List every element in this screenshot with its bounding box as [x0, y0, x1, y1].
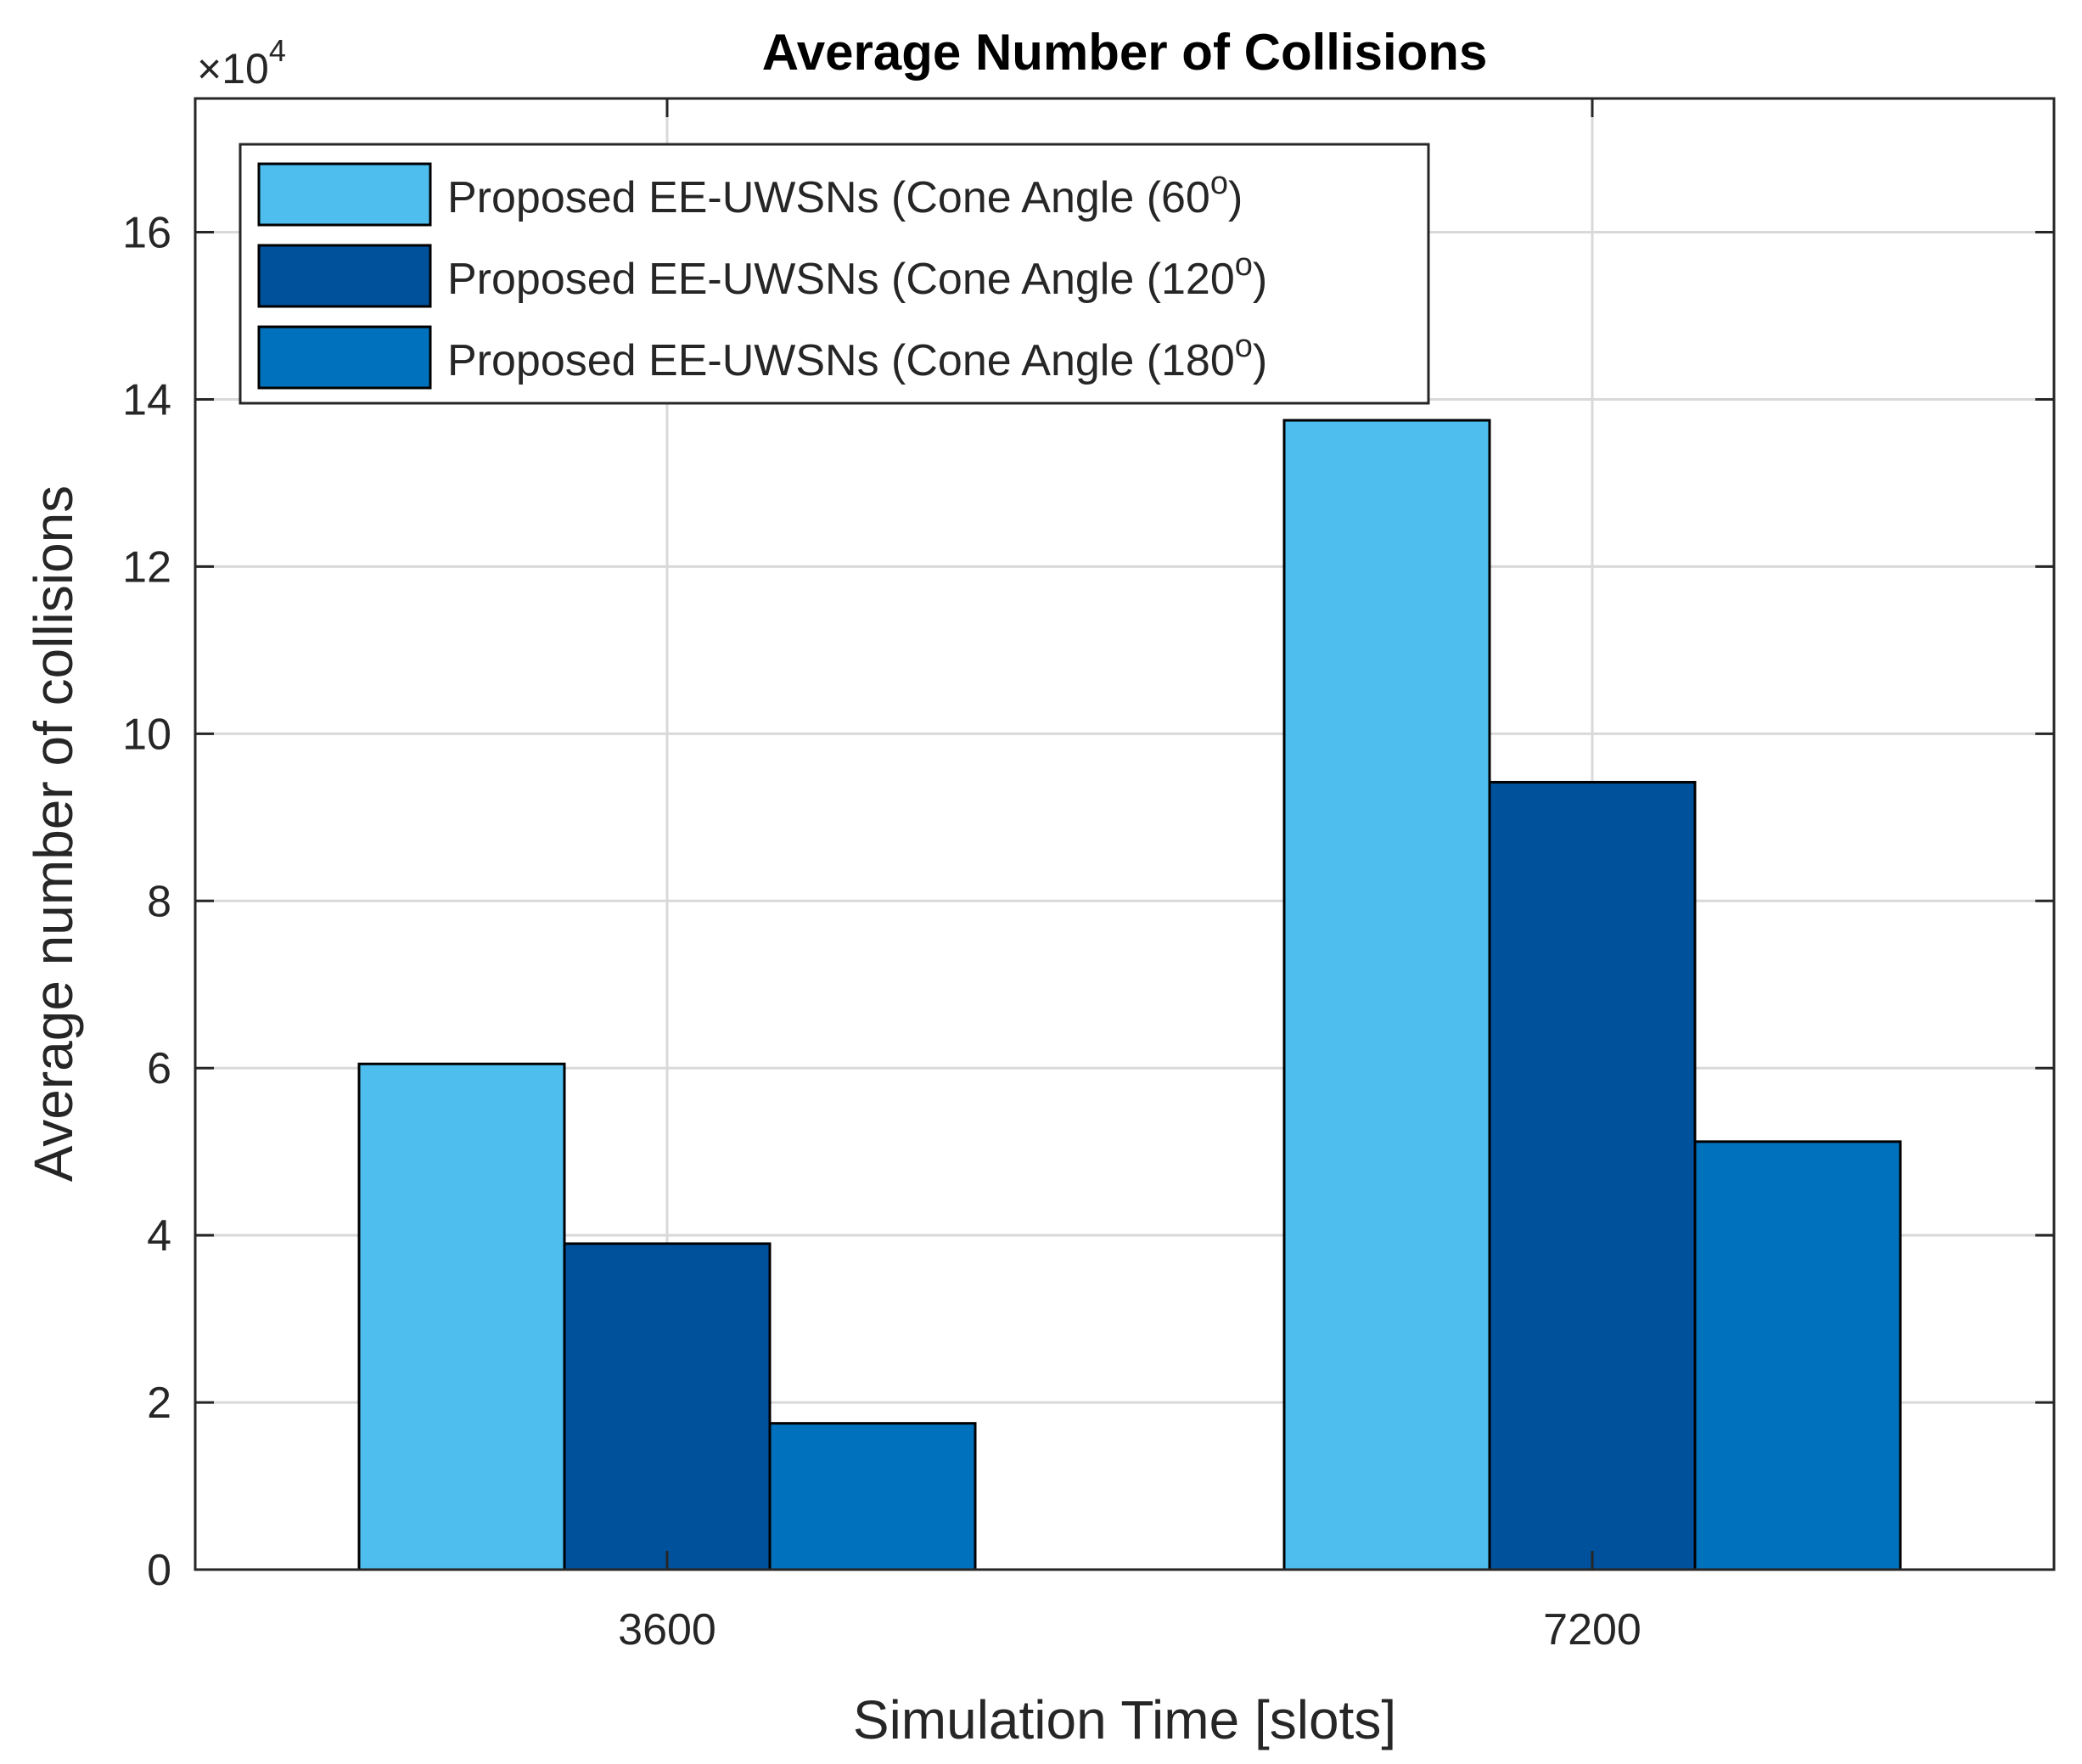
y-exponent-label: ×104: [197, 33, 286, 93]
bar-series-3-3600: [768, 1422, 977, 1571]
y-tick-label: 10: [122, 710, 171, 759]
bar-series-3-7200: [1693, 1140, 1902, 1571]
y-axis-label: Average number of collisions: [23, 486, 84, 1183]
legend-label: Proposed EE-UWSNs (Cone Angle (120o): [447, 247, 1267, 304]
ticks-layer: 0 2 4 6 8 10 12 14 16 3600 7200: [122, 98, 2054, 1654]
y-tick-label: 14: [122, 375, 171, 424]
y-tick-label: 8: [147, 877, 171, 926]
y-exponent-power: 4: [269, 33, 286, 68]
y-tick-label: 16: [122, 209, 171, 258]
legend-items: Proposed EE-UWSNs (Cone Angle (60o) Propo…: [257, 162, 1267, 390]
y-tick-label: 4: [147, 1211, 171, 1261]
legend-swatch: [257, 244, 432, 308]
legend-box: [239, 143, 1430, 405]
legend-swatch: [257, 325, 432, 390]
legend-swatch: [257, 162, 432, 227]
y-tick-label: 12: [122, 542, 171, 592]
bars-layer: [357, 419, 1902, 1571]
legend-label: Proposed EE-UWSNs (Cone Angle (60o): [447, 166, 1243, 222]
y-tick-label: 2: [147, 1379, 171, 1428]
legend: Proposed EE-UWSNs (Cone Angle (60o) Propo…: [239, 143, 1430, 405]
x-tick-label: 7200: [1543, 1605, 1641, 1654]
y-tick-label: 6: [147, 1044, 171, 1093]
legend-label: Proposed EE-UWSNs (Cone Angle (180o): [447, 329, 1267, 385]
bar-series-2-3600: [563, 1242, 772, 1571]
bar-series-1-3600: [357, 1062, 566, 1571]
x-axis-label: Simulation Time [slots]: [853, 1689, 1396, 1750]
x-tick-label: 3600: [618, 1605, 716, 1654]
axes-box: [194, 97, 2056, 1571]
chart-title: Average Number of Collisions: [762, 24, 1488, 81]
bar-series-1-7200: [1282, 419, 1491, 1571]
bar-series-2-7200: [1488, 780, 1697, 1571]
y-exponent-base: ×10: [197, 45, 269, 93]
y-tick-label: 0: [147, 1546, 171, 1595]
